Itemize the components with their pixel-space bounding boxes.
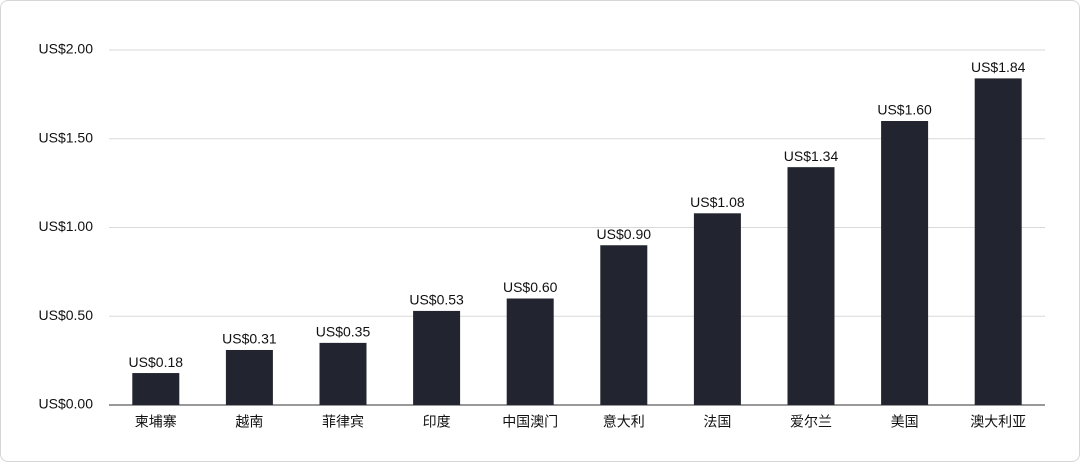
x-tick-label: 越南	[235, 414, 263, 430]
value-label: US$1.08	[690, 194, 745, 210]
x-tick-label: 美国	[891, 414, 919, 430]
value-label: US$1.60	[877, 102, 932, 118]
bar	[225, 349, 273, 405]
bar	[319, 342, 367, 405]
bar	[506, 298, 554, 405]
bar	[413, 310, 461, 405]
value-label: US$0.53	[409, 292, 464, 308]
x-tick-label: 法国	[703, 414, 731, 430]
x-tick-label: 爱尔兰	[790, 414, 832, 430]
value-label: US$0.31	[222, 331, 277, 347]
bar	[787, 167, 835, 405]
y-tick-label: US$0.50	[39, 307, 94, 323]
x-tick-label: 中国澳门	[502, 414, 558, 430]
x-tick-label: 澳大利亚	[970, 414, 1026, 430]
x-tick-label: 柬埔寨	[135, 414, 177, 430]
value-label: US$0.90	[597, 226, 652, 242]
value-label: US$0.18	[129, 354, 184, 370]
value-label: US$1.34	[784, 148, 839, 164]
y-tick-label: US$2.00	[39, 41, 94, 57]
x-tick-label: 印度	[423, 414, 451, 430]
bar	[693, 213, 741, 405]
value-label: US$1.84	[971, 59, 1026, 75]
y-tick-label: US$1.50	[39, 129, 94, 145]
bar	[600, 245, 648, 405]
value-label: US$0.60	[503, 279, 558, 295]
bar	[881, 121, 929, 405]
y-tick-label: US$0.00	[39, 396, 94, 412]
bar	[974, 78, 1022, 406]
value-label: US$0.35	[316, 324, 371, 340]
y-tick-label: US$1.00	[39, 218, 94, 234]
x-tick-label: 意大利	[603, 414, 645, 430]
x-tick-label: 菲律宾	[322, 414, 364, 430]
bar	[132, 373, 180, 405]
